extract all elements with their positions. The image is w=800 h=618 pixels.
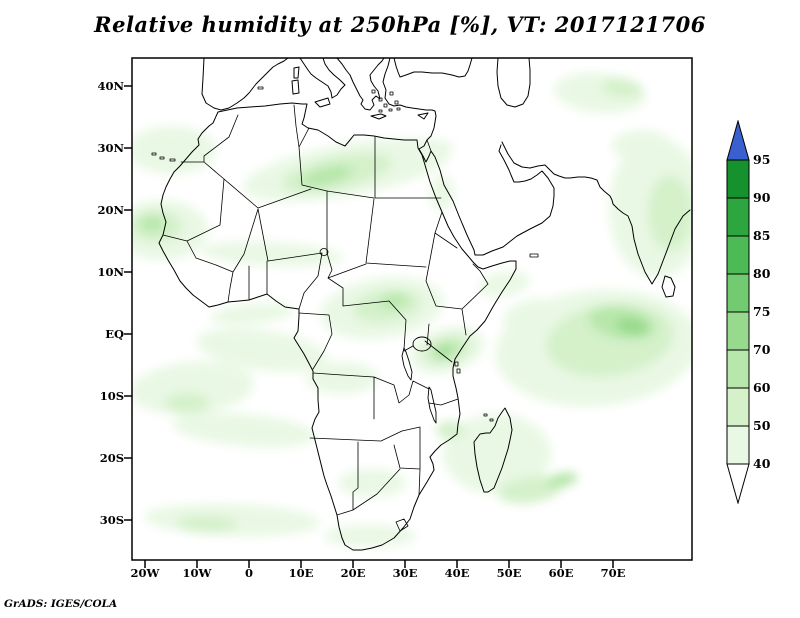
shading-blob <box>370 139 454 161</box>
colorbar-band <box>726 349 750 389</box>
shading-blob <box>324 525 416 547</box>
lat-tick-label: 10N <box>97 265 124 279</box>
colorbar-band <box>726 273 750 313</box>
colorbar-tick-label: 75 <box>753 304 771 319</box>
colorbar-tick-label: 50 <box>753 418 771 433</box>
colorbar-band <box>726 235 750 275</box>
colorbar-band <box>726 311 750 351</box>
shading-blob <box>602 78 642 98</box>
shading-blob <box>144 503 320 537</box>
colorbar-band <box>726 425 750 465</box>
shading-blob <box>498 476 562 504</box>
shading-blob <box>172 412 316 448</box>
lon-tick-label: 60E <box>548 566 574 580</box>
colorbar-band <box>726 387 750 427</box>
colorbar-above-max <box>726 120 750 161</box>
humidity-shading-layer <box>132 72 692 547</box>
shading-blob <box>177 515 237 533</box>
lon-tick-label: 10W <box>182 566 212 580</box>
shading-blob <box>478 271 530 297</box>
colorbar-tick-label: 95 <box>753 152 771 167</box>
lat-tick-label: 20N <box>97 203 124 217</box>
africa-coastline <box>158 102 517 551</box>
colorbar <box>726 120 750 504</box>
shading-blob <box>436 421 464 439</box>
shading-blob <box>306 362 378 394</box>
plot-frame <box>131 57 693 561</box>
lat-tick-label: EQ <box>105 327 124 341</box>
axis-ticks <box>124 85 614 568</box>
lon-tick-label: 0 <box>244 566 253 580</box>
lat-tick-label: 30N <box>97 141 124 155</box>
lat-tick-label: 20S <box>99 451 124 465</box>
lon-tick-label: 70E <box>600 566 626 580</box>
lon-tick-label: 40E <box>444 566 470 580</box>
shading-blob <box>380 293 408 309</box>
shading-blob <box>132 361 254 415</box>
shading-blob <box>301 165 353 187</box>
lon-tick-label: 10E <box>288 566 314 580</box>
lakes <box>401 347 437 424</box>
shading-blob <box>616 317 648 335</box>
shading-blob <box>200 241 344 267</box>
map-lines-layer <box>151 58 691 551</box>
shading-blob <box>165 393 209 413</box>
lat-tick-label: 30S <box>99 513 124 527</box>
colorbar-tick-label: 70 <box>753 342 771 357</box>
shading-blob <box>430 175 454 211</box>
shading-blob <box>437 347 451 357</box>
colorbar-tick-label: 60 <box>753 380 771 395</box>
shading-blob <box>140 216 164 232</box>
shading-blob <box>648 175 692 251</box>
shading-blob <box>210 303 294 325</box>
lon-tick-label: 50E <box>496 566 522 580</box>
shading-blob <box>443 414 551 494</box>
shading-blob <box>612 130 672 162</box>
chart-title: Relative humidity at 250hPa [%], VT: 201… <box>94 12 706 37</box>
lon-tick-label: 20W <box>130 566 160 580</box>
colorbar-band <box>726 197 750 237</box>
lake-chad <box>319 248 329 256</box>
lake-victoria <box>412 336 432 352</box>
lat-tick-label: 10S <box>99 389 124 403</box>
colorbar-band <box>726 159 750 199</box>
colorbar-tick-label: 80 <box>753 266 771 281</box>
lat-tick-label: 40N <box>97 79 124 93</box>
islands <box>151 86 539 422</box>
shading-blob <box>546 472 578 488</box>
colorbar-tick-label: 40 <box>753 456 771 471</box>
colorbar-below-min <box>726 463 750 504</box>
grads-attribution: GrADS: IGES/COLA <box>4 598 118 610</box>
colorbar-tick-label: 85 <box>753 228 771 243</box>
madagascar-coastline <box>473 407 513 493</box>
asia-coastlines <box>382 58 691 298</box>
colorbar-tick-label: 90 <box>753 190 771 205</box>
country-borders <box>162 104 489 532</box>
europe-coastlines <box>201 58 429 120</box>
lon-tick-label: 30E <box>392 566 418 580</box>
shading-blob <box>502 298 552 328</box>
shading-blob <box>132 126 216 174</box>
lon-tick-label: 20E <box>340 566 366 580</box>
